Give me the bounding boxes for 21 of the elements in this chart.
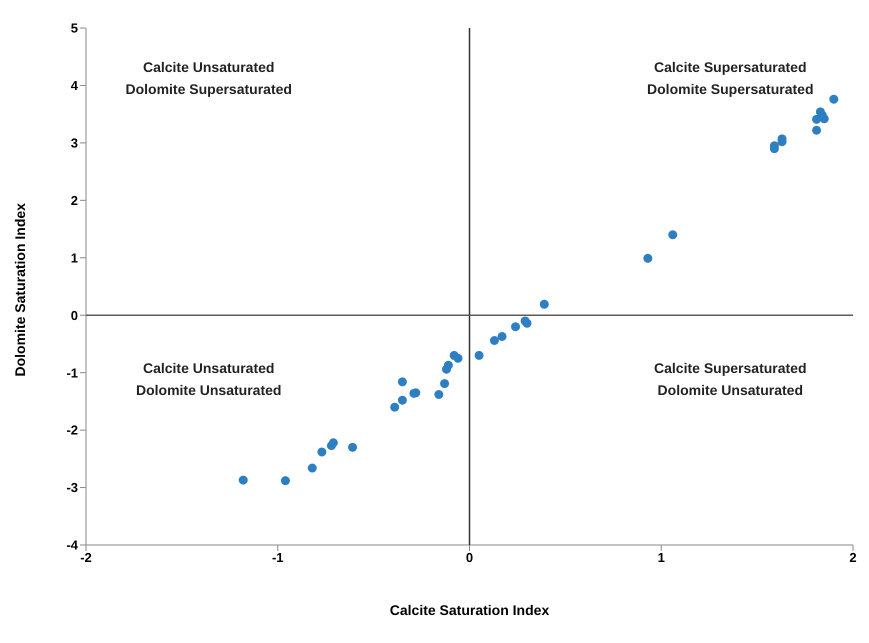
y-tick-label: 1 [70,250,78,266]
x-tick-label: -1 [272,550,284,566]
x-tick-label: 0 [466,550,474,566]
annotation: Calcite Unsaturated Dolomite Supersaturated [124,58,293,99]
y-tick-label: -2 [66,422,78,438]
y-tick-label: 2 [70,192,78,208]
y-tick-label: -1 [66,365,78,380]
y-tick-label: 5 [70,20,78,36]
y-axis-title: Dolomite Saturation Index [12,202,28,376]
annotation: Calcite Supersaturated Dolomite Unsaturated [653,359,808,400]
annotation: Calcite Unsaturated Dolomite Unsaturated [134,359,282,400]
y-tick-label: -4 [66,538,79,553]
y-tick-label: 3 [70,136,78,151]
x-tick-label: 2 [849,550,857,566]
annotation: Calcite Supersaturated Dolomite Supersaturated [646,58,814,99]
x-tick-label: 1 [658,550,665,566]
y-tick-label: -3 [66,480,78,496]
y-tick-label: 0 [70,308,78,323]
y-tick-label: 4 [70,78,79,94]
x-tick-label: -2 [80,550,92,566]
x-axis-title: Calcite Saturation Index [390,602,550,618]
